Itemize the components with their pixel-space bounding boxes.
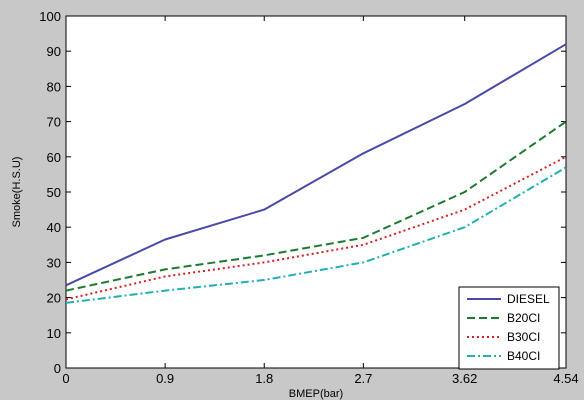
x-axis-label: BMEP(bar) [289, 388, 343, 400]
x-tick-label: 0.9 [156, 371, 174, 386]
legend-label-diesel: DIESEL [507, 292, 550, 306]
legend-box [458, 286, 560, 370]
x-tick-label: 2.7 [354, 371, 372, 386]
y-tick-label: 10 [47, 326, 61, 341]
x-tick-label: 1.8 [255, 371, 273, 386]
y-tick-label: 50 [47, 185, 61, 200]
series-line-b20ci [65, 120, 567, 292]
y-tick-label: 90 [47, 44, 61, 59]
x-tick-label: 0 [62, 371, 69, 386]
y-tick-label: 20 [47, 291, 61, 306]
legend-label-b20ci: B20CI [507, 311, 540, 325]
x-tick-label: 3.62 [452, 371, 477, 386]
y-axis-label: Smoke(H.S.U) [11, 157, 23, 228]
y-tick-label: 0 [54, 361, 61, 376]
legend-label-b40ci: B40CI [507, 349, 540, 363]
y-tick-label: 40 [47, 220, 61, 235]
series-line-diesel [65, 43, 567, 287]
legend: DIESEL B20CI B30CI B40CI [458, 286, 560, 370]
y-tick-label: 60 [47, 150, 61, 165]
series-layer [65, 43, 567, 304]
x-tick-label: 4.54 [553, 371, 578, 386]
axes-layer: 0 10 20 30 40 50 60 70 80 90 100 0 0.9 1.8 2.7 3.62 4.54 [39, 9, 578, 386]
y-tick-label: 70 [47, 115, 61, 130]
legend-label-b30ci: B30CI [507, 330, 540, 344]
y-tick-label: 30 [47, 255, 61, 270]
y-tick-label: 80 [47, 79, 61, 94]
y-tick-label: 100 [39, 9, 61, 24]
series-line-b40ci [65, 166, 567, 304]
